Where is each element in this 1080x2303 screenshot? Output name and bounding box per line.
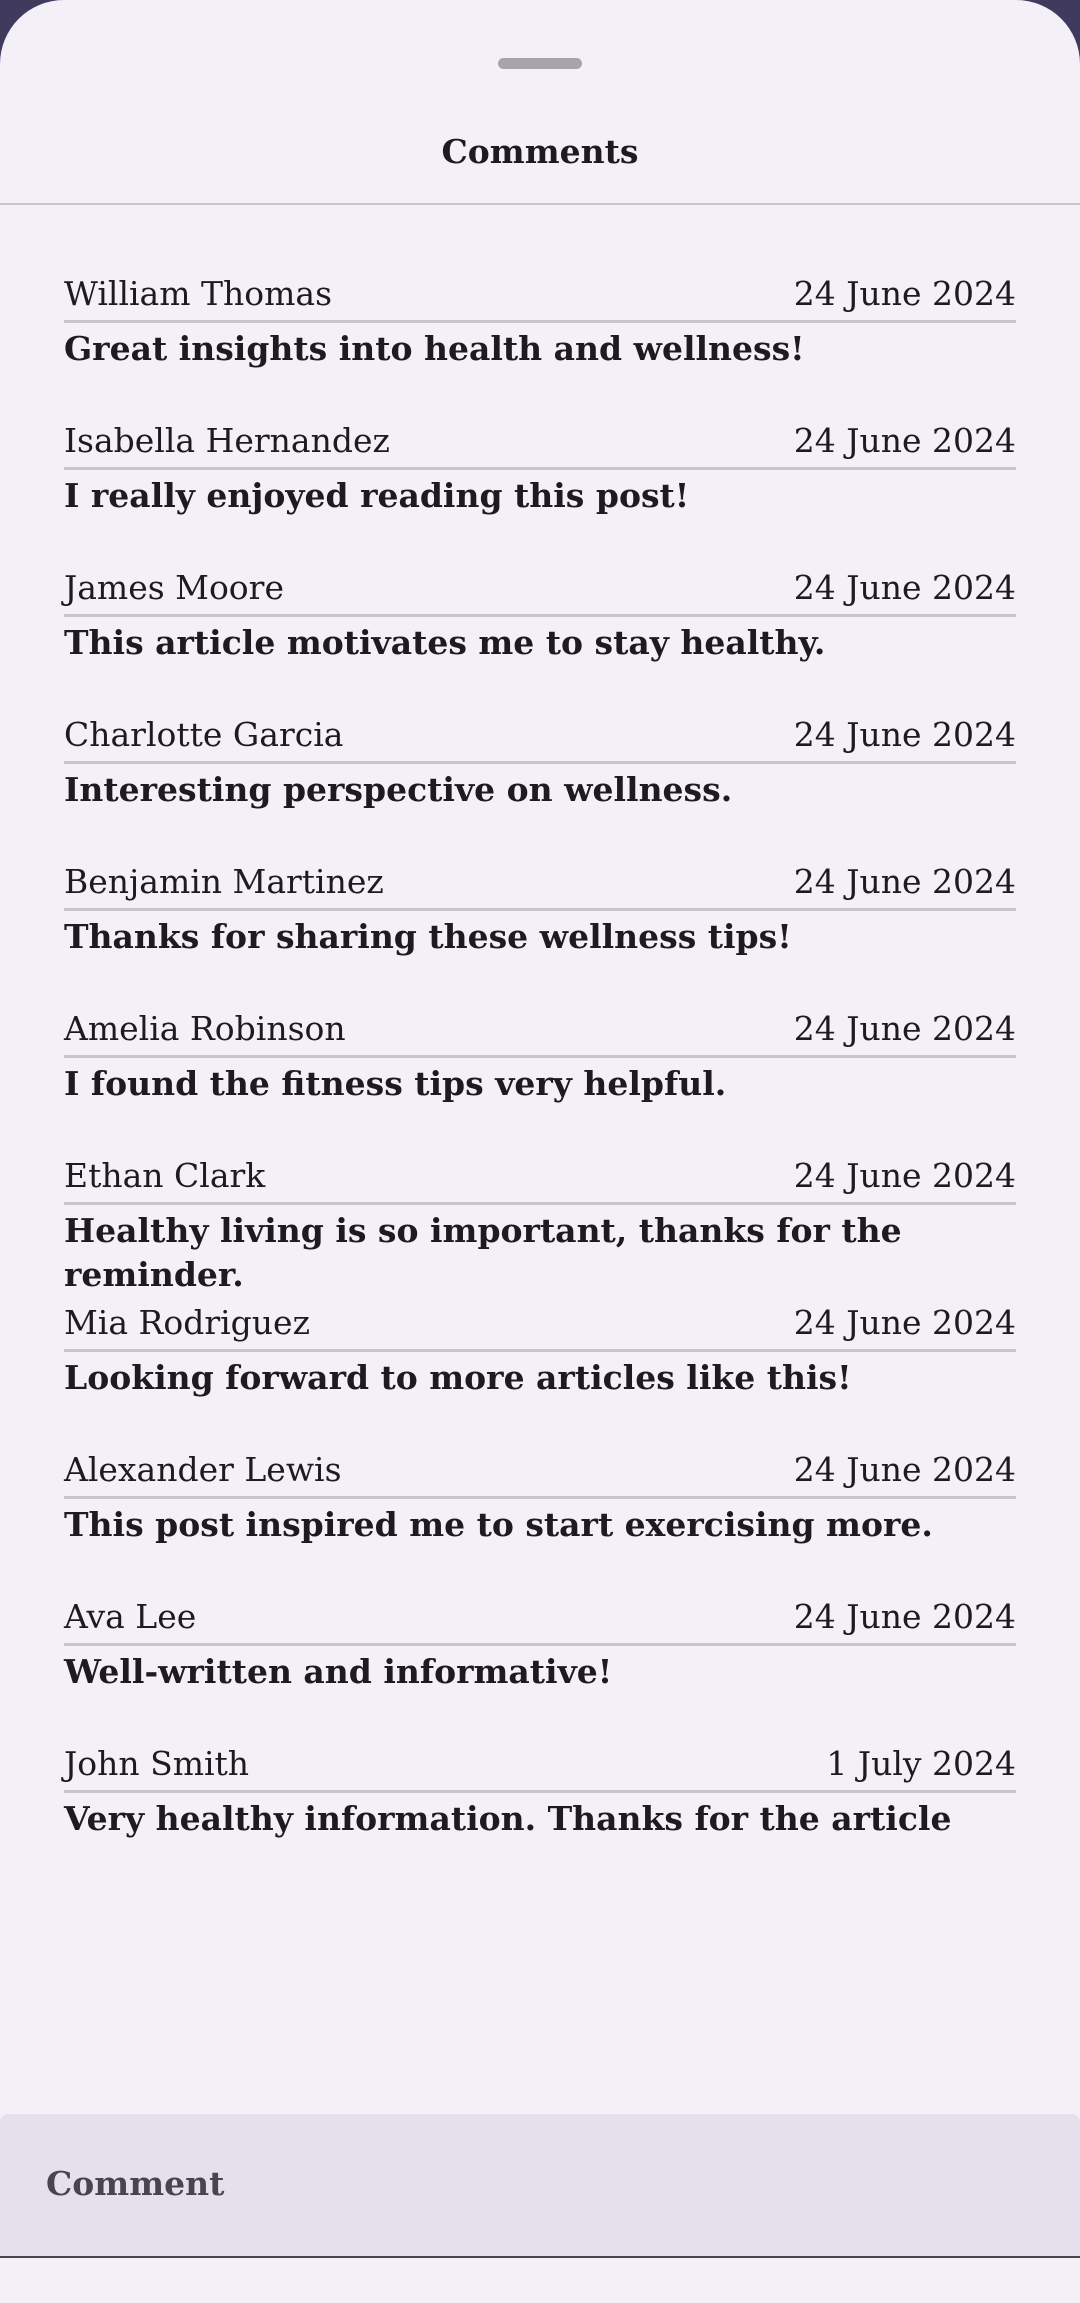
comment-author: Charlotte Garcia xyxy=(64,715,344,754)
comment-item: Ethan Clark 24 June 2024 Healthy living … xyxy=(64,1152,1016,1299)
comment-date: 24 June 2024 xyxy=(793,568,1016,607)
comment-text: Interesting perspective on wellness. xyxy=(64,770,733,809)
comment-author: Mia Rodriguez xyxy=(64,1303,310,1342)
comment-date: 24 June 2024 xyxy=(793,1156,1016,1195)
comment-date: 24 June 2024 xyxy=(793,1303,1016,1342)
comment-item: Ava Lee 24 June 2024 Well-written and in… xyxy=(64,1593,1016,1740)
comment-date: 24 June 2024 xyxy=(793,274,1016,313)
comment-header: Charlotte Garcia 24 June 2024 xyxy=(64,711,1016,764)
comment-author: John Smith xyxy=(64,1744,250,1783)
comment-date: 24 June 2024 xyxy=(793,715,1016,754)
comment-item: Mia Rodriguez 24 June 2024 Looking forwa… xyxy=(64,1299,1016,1446)
comment-header: Alexander Lewis 24 June 2024 xyxy=(64,1446,1016,1499)
comment-text: This article motivates me to stay health… xyxy=(64,623,826,662)
comment-date: 24 June 2024 xyxy=(793,1597,1016,1636)
comment-item: John Smith 1 July 2024 Very healthy info… xyxy=(64,1740,1016,1887)
comment-date: 24 June 2024 xyxy=(793,862,1016,901)
comment-header: John Smith 1 July 2024 xyxy=(64,1740,1016,1793)
header-divider xyxy=(0,203,1080,205)
comment-item: William Thomas 24 June 2024 Great insigh… xyxy=(64,270,1016,417)
comment-author: Ethan Clark xyxy=(64,1156,266,1195)
comment-author: Isabella Hernandez xyxy=(64,421,390,460)
comment-author: James Moore xyxy=(64,568,284,607)
comment-date: 24 June 2024 xyxy=(793,421,1016,460)
comment-item: Isabella Hernandez 24 June 2024 I really… xyxy=(64,417,1016,564)
comment-date: 24 June 2024 xyxy=(793,1009,1016,1048)
comment-date: 24 June 2024 xyxy=(793,1450,1016,1489)
comment-header: William Thomas 24 June 2024 xyxy=(64,270,1016,323)
comment-input-container[interactable] xyxy=(0,2114,1080,2258)
comment-text: Thanks for sharing these wellness tips! xyxy=(64,917,792,956)
comment-author: Ava Lee xyxy=(64,1597,197,1636)
comment-item: James Moore 24 June 2024 This article mo… xyxy=(64,564,1016,711)
comment-text: I found the fitness tips very helpful. xyxy=(64,1064,727,1103)
drag-handle[interactable] xyxy=(498,58,582,69)
comment-text: Healthy living is so important, thanks f… xyxy=(64,1211,902,1294)
comment-author: Amelia Robinson xyxy=(64,1009,346,1048)
comment-author: Benjamin Martinez xyxy=(64,862,384,901)
comment-author: William Thomas xyxy=(64,274,333,313)
comment-date: 1 July 2024 xyxy=(826,1744,1016,1783)
comment-list[interactable]: William Thomas 24 June 2024 Great insigh… xyxy=(64,270,1016,1887)
comment-header: Amelia Robinson 24 June 2024 xyxy=(64,1005,1016,1058)
comment-item: Alexander Lewis 24 June 2024 This post i… xyxy=(64,1446,1016,1593)
comment-header: Benjamin Martinez 24 June 2024 xyxy=(64,858,1016,911)
comment-text: I really enjoyed reading this post! xyxy=(64,476,690,515)
comment-text: Well-written and informative! xyxy=(64,1652,613,1691)
comment-header: Ethan Clark 24 June 2024 xyxy=(64,1152,1016,1205)
comment-header: Mia Rodriguez 24 June 2024 xyxy=(64,1299,1016,1352)
comment-text: This post inspired me to start exercisin… xyxy=(64,1505,933,1544)
comment-header: James Moore 24 June 2024 xyxy=(64,564,1016,617)
comment-input[interactable] xyxy=(44,2154,1038,2212)
comment-item: Benjamin Martinez 24 June 2024 Thanks fo… xyxy=(64,858,1016,1005)
comment-author: Alexander Lewis xyxy=(64,1450,342,1489)
sheet-title: Comments xyxy=(441,132,639,171)
comment-header: Isabella Hernandez 24 June 2024 xyxy=(64,417,1016,470)
comment-text: Very healthy information. Thanks for the… xyxy=(64,1799,952,1838)
comment-item: Charlotte Garcia 24 June 2024 Interestin… xyxy=(64,711,1016,858)
comment-item: Amelia Robinson 24 June 2024 I found the… xyxy=(64,1005,1016,1152)
comment-text: Great insights into health and wellness! xyxy=(64,329,805,368)
comment-text: Looking forward to more articles like th… xyxy=(64,1358,852,1397)
comment-header: Ava Lee 24 June 2024 xyxy=(64,1593,1016,1646)
